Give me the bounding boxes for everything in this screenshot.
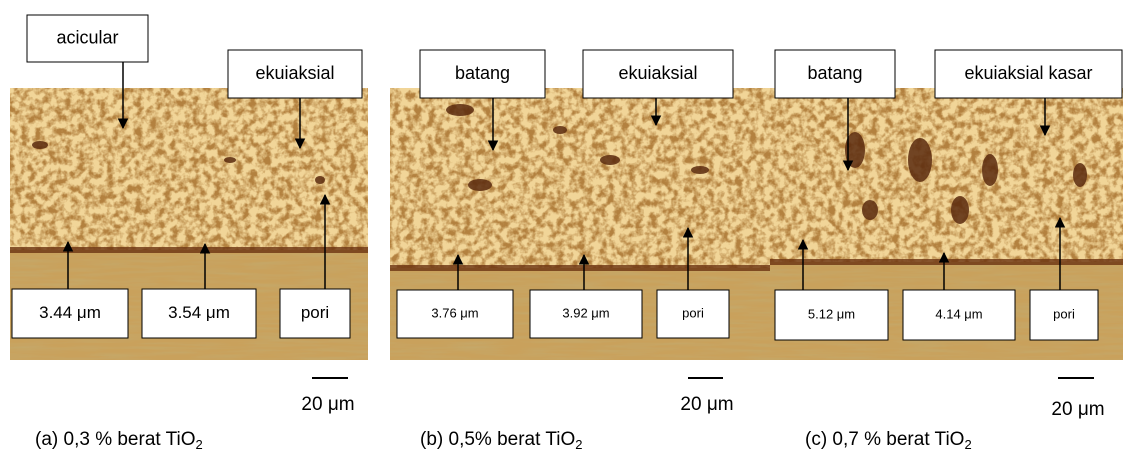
label-text: 3.92 μm: [562, 305, 609, 320]
pore: [600, 155, 620, 165]
label-text: 4.14 μm: [935, 306, 982, 321]
caption-text: (a) 0,3 % berat TiO: [35, 429, 196, 450]
label-box: [774, 49, 896, 99]
label-text: pori: [1053, 306, 1075, 321]
pore: [691, 166, 709, 174]
scale-text: 20 μm: [1051, 399, 1104, 420]
label-text: acicular: [56, 27, 118, 47]
interface-line: [10, 247, 368, 253]
pore: [468, 179, 492, 191]
label-box: [1029, 289, 1099, 341]
scale-text: 20 μm: [680, 394, 733, 415]
label-box: [11, 288, 129, 339]
label-text: 3.54 μm: [168, 303, 230, 322]
panel: acicular ekuiaksial 3.44 μm 3.54 μm pori 20 μ…: [10, 14, 368, 452]
caption: (a) 0,3 % berat TiO2: [35, 429, 203, 452]
pore: [845, 132, 865, 168]
caption-subscript: 2: [964, 437, 971, 452]
label-text: 3.44 μm: [39, 303, 101, 322]
label-box: [227, 49, 363, 99]
label-text: 3.76 μm: [431, 305, 478, 320]
caption-text: (b) 0,5% berat TiO: [420, 429, 575, 450]
label-box: [279, 288, 351, 339]
caption: (c) 0,7 % berat TiO2: [805, 429, 972, 452]
pore: [224, 157, 236, 163]
pore: [553, 126, 567, 134]
caption-text: (c) 0,7 % berat TiO: [805, 429, 964, 450]
label-text: pori: [682, 305, 704, 320]
coating-texture: [390, 88, 770, 268]
label-box: [902, 289, 1016, 341]
pore: [951, 196, 969, 224]
label-box: [141, 288, 257, 339]
label-box: [774, 289, 889, 341]
caption: (b) 0,5% berat TiO2: [420, 429, 582, 452]
caption-subscript: 2: [196, 437, 203, 452]
label-text: 5.12 μm: [808, 306, 855, 321]
label-text: pori: [301, 303, 329, 322]
panel: batang ekuiaksial kasar 5.12 μm 4.14 μm pori…: [770, 49, 1123, 452]
label-box: [934, 49, 1123, 99]
pore: [908, 138, 932, 182]
pore: [315, 176, 325, 184]
label-box: [529, 289, 643, 339]
label-box: [419, 49, 546, 99]
label-text: ekuiaksial: [618, 63, 697, 83]
label-box: [656, 289, 730, 339]
pore: [32, 141, 48, 149]
panel: batang ekuiaksial 3.76 μm 3.92 μm pori 20 μm (…: [390, 49, 770, 452]
interface-line: [390, 265, 770, 271]
pore: [446, 104, 474, 116]
interface-line: [770, 259, 1123, 265]
label-text: ekuiaksial: [255, 63, 334, 83]
coating-texture: [770, 88, 1123, 262]
label-text: batang: [455, 63, 510, 83]
label-text: batang: [807, 63, 862, 83]
coating-texture: [10, 88, 368, 250]
pore: [982, 154, 998, 186]
pore: [1073, 163, 1087, 187]
scale-text: 20 μm: [301, 394, 354, 415]
label-box: [396, 289, 514, 339]
label-box: [26, 14, 149, 63]
label-box: [582, 49, 734, 99]
label-text: ekuiaksial kasar: [964, 63, 1092, 83]
pore: [862, 200, 878, 220]
caption-subscript: 2: [575, 437, 582, 452]
